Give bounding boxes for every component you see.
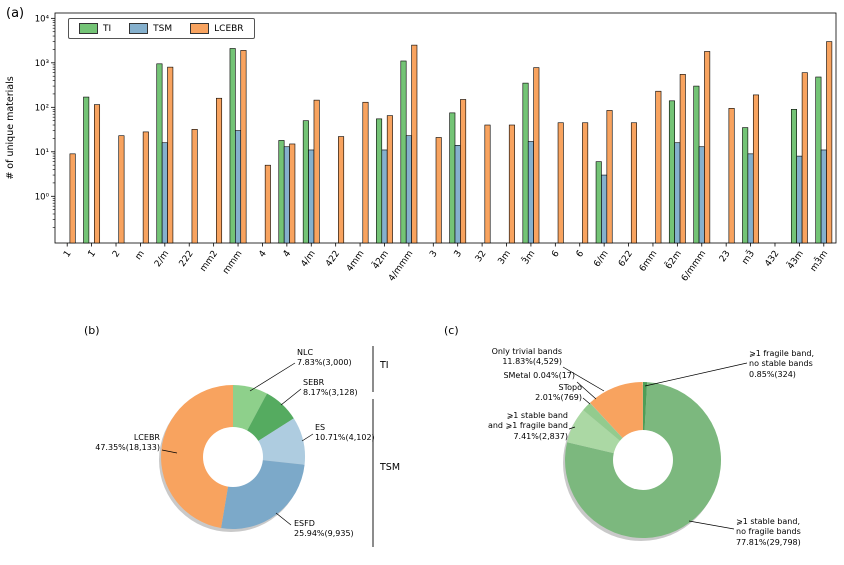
svg-text:# of unique materials: # of unique materials [5, 76, 16, 179]
donut-chart-classification [159, 385, 305, 532]
ti-swatch-icon [79, 23, 98, 34]
donut-c-label-smetal: SMetal 0.04%(17) [503, 371, 575, 380]
leader-line-fragile-no-stable [644, 362, 748, 387]
donut-b-label-nlc: NLC 7.83%(3,000) [297, 348, 352, 368]
legend-item-tsm: TSM [129, 23, 172, 34]
leader-line-esfd [275, 512, 292, 526]
lcebr-swatch-icon [190, 23, 210, 34]
svg-text:2/m: 2/m [153, 249, 171, 269]
panel-a-label: (a) [6, 6, 25, 21]
svg-text:mm2: mm2 [199, 249, 221, 274]
leader-line-stable-and-fragile [568, 426, 576, 430]
donut-c-label-trivial: Only trivial bands 11.83%(4,529) [491, 347, 562, 367]
donut-b-label-sebr: SEBR 8.17%(3,128) [303, 378, 358, 398]
svg-text:4: 4 [257, 249, 269, 260]
legend-label-tsm: TSM [153, 23, 173, 34]
svg-text:222: 222 [178, 249, 196, 269]
svg-text:4mm: 4mm [345, 249, 367, 274]
svg-text:6̄: 6̄ [575, 249, 587, 260]
panel-c-label: (c) [444, 324, 459, 337]
svg-text:6/m: 6/m [592, 249, 610, 269]
svg-text:m3̄: m3̄ [739, 248, 757, 267]
legend-label-ti: TI [103, 23, 112, 34]
bar-chart: 10⁰ 10¹ 10² 10³ 10⁴ 1 1̄ 2 m 2/m 222 mm2 mmm 4 4̄ 4/m 42… [5, 12, 837, 283]
svg-text:10¹: 10¹ [35, 148, 49, 158]
svg-text:3m: 3m [496, 249, 513, 267]
panel-b-label: (b) [84, 324, 100, 337]
ti-group-label: TI [380, 360, 389, 371]
svg-text:6mm: 6mm [638, 249, 660, 274]
leader-line-lcebr [161, 449, 178, 454]
svg-text:4/mmm: 4/mmm [387, 249, 415, 283]
leader-line-smetal [576, 381, 597, 400]
donut-b-label-lcebr: LCEBR 47.35%(18,133) [95, 433, 160, 453]
svg-text:6: 6 [550, 249, 562, 260]
leader-line-stopo [582, 397, 591, 405]
leader-line-es [301, 433, 314, 442]
leader-line-nlc [249, 362, 296, 392]
svg-text:1: 1 [62, 249, 73, 259]
svg-text:m: m [134, 249, 147, 262]
leader-line-sebr [280, 388, 302, 406]
svg-text:32: 32 [474, 249, 489, 264]
svg-text:3̄m: 3̄m [520, 248, 538, 267]
svg-text:4̄: 4̄ [282, 249, 294, 260]
svg-text:10²: 10² [35, 103, 49, 113]
svg-text:m3̄m: m3̄m [807, 248, 830, 274]
svg-text:4̄3m: 4̄3m [785, 248, 806, 271]
bar-legend: TI TSM LCEBR [68, 18, 255, 39]
svg-text:4̄2m: 4̄2m [370, 248, 391, 271]
svg-text:2: 2 [111, 249, 122, 259]
donut-b-label-es: ES 10.71%(4,102) [315, 423, 375, 443]
legend-label-lcebr: LCEBR [214, 23, 244, 34]
tsm-swatch-icon [129, 23, 149, 34]
svg-text:mmm: mmm [221, 249, 244, 276]
svg-text:4/m: 4/m [299, 249, 317, 269]
svg-text:10³: 10³ [35, 59, 49, 69]
svg-text:10⁴: 10⁴ [35, 14, 50, 24]
legend-item-ti: TI [79, 23, 111, 34]
donut-c-label-stable-and-fragile: ⩾1 stable band and ⩾1 fragile band 7.41%… [487, 411, 568, 441]
svg-text:6/mmm: 6/mmm [680, 249, 708, 283]
svg-text:6̄2m: 6̄2m [663, 248, 684, 271]
legend-item-lcebr: LCEBR [190, 23, 244, 34]
svg-text:432: 432 [763, 249, 781, 269]
donut-b-label-esfd: ESFD 25.94%(9,935) [294, 519, 354, 539]
donut-chart-bands [563, 382, 721, 541]
svg-text:422: 422 [324, 249, 342, 269]
tsm-group-label: TSM [380, 462, 401, 473]
svg-text:3̄: 3̄ [453, 249, 464, 259]
donut-c-label-stopo: STopo 2.01%(769) [535, 383, 582, 403]
donut-c-label-stable-no-fragile: ⩾1 stable band, no fragile bands 77.81%(… [736, 517, 801, 547]
svg-text:23: 23 [718, 249, 733, 264]
donut-c-label-fragile-no-stable: ⩾1 fragile band, no stable bands 0.85%(3… [749, 349, 815, 379]
svg-text:622: 622 [617, 249, 635, 269]
leader-line-trivial [562, 366, 605, 392]
svg-text:1̄: 1̄ [87, 249, 98, 259]
svg-text:3: 3 [428, 249, 439, 259]
svg-text:10⁰: 10⁰ [35, 192, 50, 202]
leader-lines [161, 346, 748, 547]
leader-line-stable-no-fragile [688, 520, 735, 530]
